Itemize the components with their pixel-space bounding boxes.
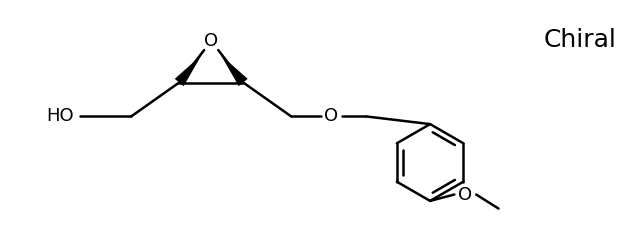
Polygon shape [221, 55, 248, 86]
Text: O: O [204, 32, 218, 50]
Text: Chiral: Chiral [544, 28, 617, 52]
Polygon shape [175, 55, 202, 86]
Text: O: O [458, 185, 472, 204]
Text: O: O [324, 107, 339, 125]
Text: HO: HO [46, 107, 74, 125]
